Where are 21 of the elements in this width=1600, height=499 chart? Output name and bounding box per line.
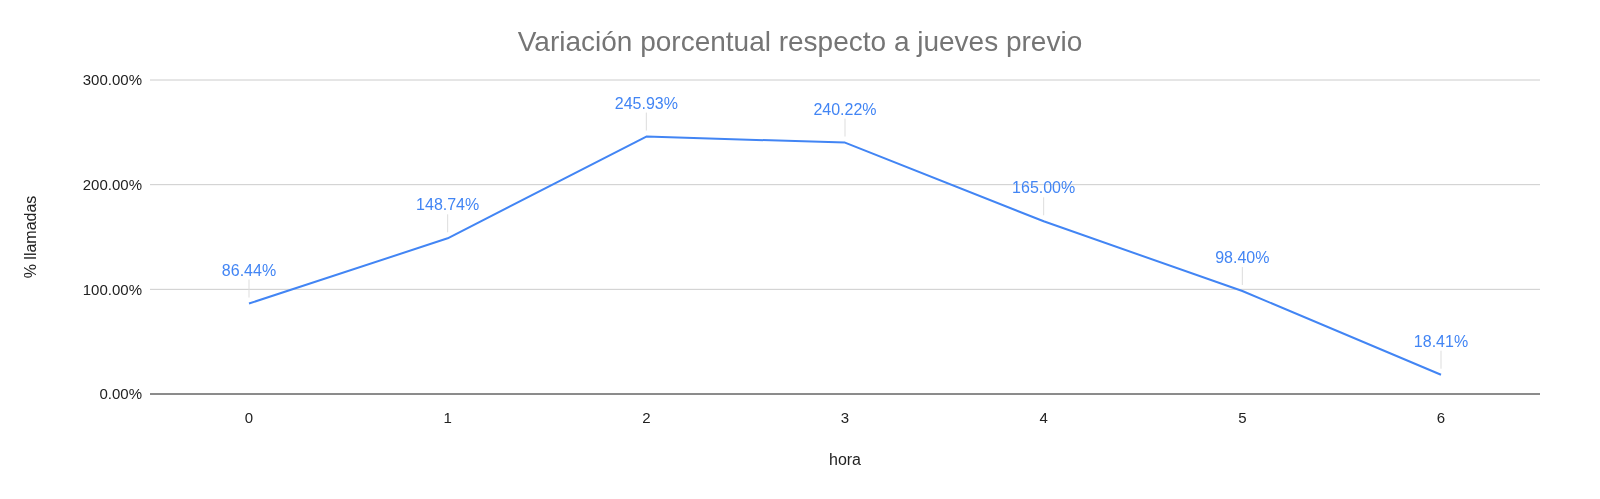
x-tick-label: 3 — [840, 408, 850, 426]
chart-title: Variación porcentual respecto a jueves previo — [516, 26, 1084, 58]
data-label: 148.74% — [416, 196, 480, 214]
y-tick-label: 200.00% — [82, 175, 142, 193]
y-tick-label: 0.00% — [99, 385, 142, 403]
x-tick-label: 2 — [642, 408, 651, 426]
x-tick-label: 1 — [443, 408, 452, 426]
x-tick-label: 0 — [244, 408, 254, 426]
data-label: 165.00% — [1012, 179, 1076, 197]
data-label: 86.44% — [221, 261, 277, 279]
data-label: 18.41% — [1413, 332, 1469, 350]
y-tick-label: 300.00% — [82, 71, 142, 89]
data-label: 240.22% — [813, 100, 877, 118]
x-axis-title: hora — [828, 451, 862, 468]
x-tick-label: 5 — [1238, 408, 1247, 426]
y-tick-label: 100.00% — [82, 280, 142, 298]
data-label: 98.40% — [1215, 249, 1270, 267]
data-label: 245.93% — [614, 94, 678, 112]
y-axis-title: % llamadas — [21, 195, 39, 279]
x-tick-label: 4 — [1039, 408, 1048, 426]
x-tick-label: 6 — [1436, 408, 1446, 426]
